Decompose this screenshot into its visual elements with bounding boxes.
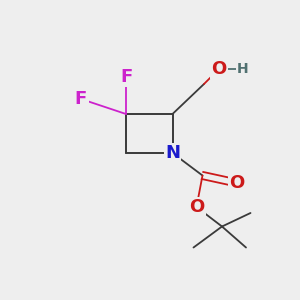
Text: O: O <box>189 198 204 216</box>
Text: F: F <box>75 90 87 108</box>
Text: N: N <box>165 144 180 162</box>
Text: F: F <box>120 68 132 85</box>
Text: H: H <box>237 62 249 76</box>
Text: O: O <box>212 60 226 78</box>
Text: O: O <box>230 174 244 192</box>
